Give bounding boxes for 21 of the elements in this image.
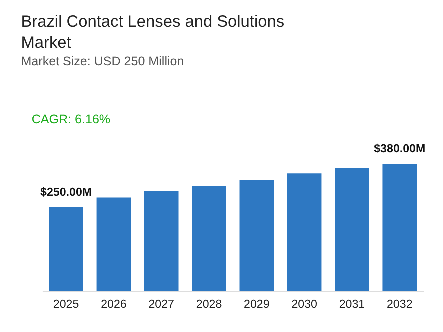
x-tick-label: 2026 (101, 299, 127, 312)
x-tick-label: 2031 (339, 299, 366, 312)
x-tick-label: 2027 (148, 299, 174, 312)
data-label: $250.00M (40, 186, 92, 199)
x-tick-label: 2025 (53, 299, 80, 312)
text: CAGR: 6.16% (32, 112, 111, 126)
bar (144, 191, 179, 292)
x-tick-label: 2029 (244, 299, 270, 312)
data-label: $380.00M (374, 143, 426, 156)
bar (192, 186, 226, 292)
bar (335, 168, 370, 292)
x-tick-label: 2030 (292, 299, 318, 312)
bar (287, 174, 322, 292)
x-tick-label: 2028 (196, 299, 222, 312)
bar (49, 208, 84, 292)
x-tick-label: 2032 (386, 299, 413, 312)
chart-title: Brazil Contact Lenses and Solutions Market (21, 12, 285, 52)
bar (96, 198, 132, 292)
bar (382, 164, 418, 292)
chart-subtitle: Market Size: USD 250 Million (21, 54, 184, 69)
bar (240, 180, 274, 292)
